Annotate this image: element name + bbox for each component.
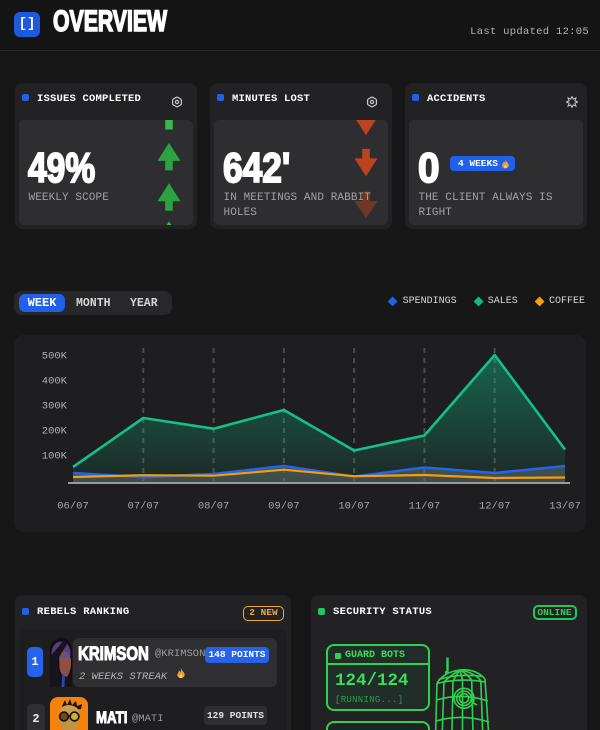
svg-text:200K: 200K [42,426,68,438]
svg-text:07/07: 07/07 [128,501,160,513]
svg-text:500K: 500K [42,351,68,363]
svg-text:12/07: 12/07 [479,501,511,513]
svg-text:06/07: 06/07 [57,501,89,513]
svg-text:09/07: 09/07 [268,501,300,513]
svg-text:08/07: 08/07 [198,501,230,513]
svg-text:300K: 300K [42,401,68,413]
svg-text:100K: 100K [42,451,68,463]
svg-text:13/07: 13/07 [549,501,581,513]
svg-text:11/07: 11/07 [409,501,441,513]
svg-text:10/07: 10/07 [338,501,370,513]
svg-text:400K: 400K [42,376,68,388]
